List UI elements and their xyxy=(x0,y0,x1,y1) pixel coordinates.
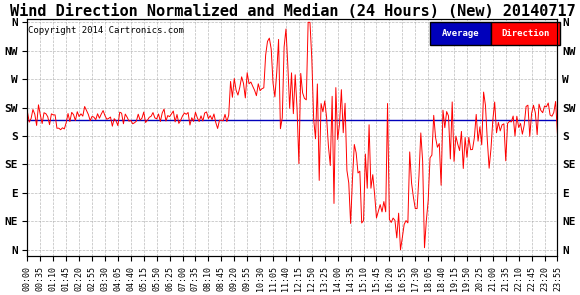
Title: Wind Direction Normalized and Median (24 Hours) (New) 20140717: Wind Direction Normalized and Median (24… xyxy=(9,4,575,19)
FancyBboxPatch shape xyxy=(430,22,491,45)
FancyBboxPatch shape xyxy=(491,22,560,45)
Text: Average: Average xyxy=(442,29,480,38)
Text: Copyright 2014 Cartronics.com: Copyright 2014 Cartronics.com xyxy=(28,26,184,35)
Text: Direction: Direction xyxy=(502,29,550,38)
